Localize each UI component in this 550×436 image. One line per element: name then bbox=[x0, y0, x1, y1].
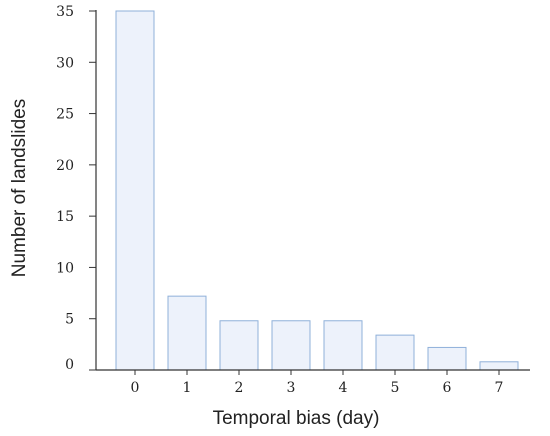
y-tick-label: 0 bbox=[65, 357, 74, 373]
y-axis-title: Number of landslides bbox=[9, 99, 30, 277]
y-ticks-group: 0 5 10 15 20 25 30 35 bbox=[56, 4, 96, 373]
y-tick-label: 5 bbox=[65, 312, 74, 328]
y-tick-label: 10 bbox=[56, 260, 74, 276]
x-tick-label: 6 bbox=[443, 380, 452, 396]
x-tick-label: 2 bbox=[235, 380, 244, 396]
x-tick-label: 3 bbox=[287, 380, 296, 396]
bar-3 bbox=[271, 320, 311, 371]
bar-7 bbox=[479, 361, 519, 371]
bar-6 bbox=[427, 346, 467, 371]
x-axis-title: Temporal bias (day) bbox=[213, 408, 380, 429]
axes-group bbox=[95, 10, 530, 371]
y-tick-label: 15 bbox=[56, 209, 74, 225]
x-tick-label: 1 bbox=[183, 380, 192, 396]
y-tick-label: 30 bbox=[56, 55, 74, 71]
y-tick-label: 20 bbox=[56, 158, 74, 174]
x-tick-label: 4 bbox=[339, 380, 348, 396]
x-ticks-group: 0 1 2 3 4 5 6 7 bbox=[131, 370, 504, 396]
x-tick-label: 7 bbox=[495, 380, 504, 396]
x-tick-label: 5 bbox=[391, 380, 400, 396]
bar-0 bbox=[115, 10, 155, 371]
bar-4 bbox=[323, 320, 363, 371]
bar-1 bbox=[167, 295, 207, 371]
bars-group bbox=[115, 10, 519, 371]
bar-5 bbox=[375, 334, 415, 371]
bar-2 bbox=[219, 320, 259, 371]
y-tick-label: 25 bbox=[56, 107, 74, 123]
x-tick-label: 0 bbox=[131, 380, 140, 396]
y-tick-label: 35 bbox=[56, 4, 74, 20]
